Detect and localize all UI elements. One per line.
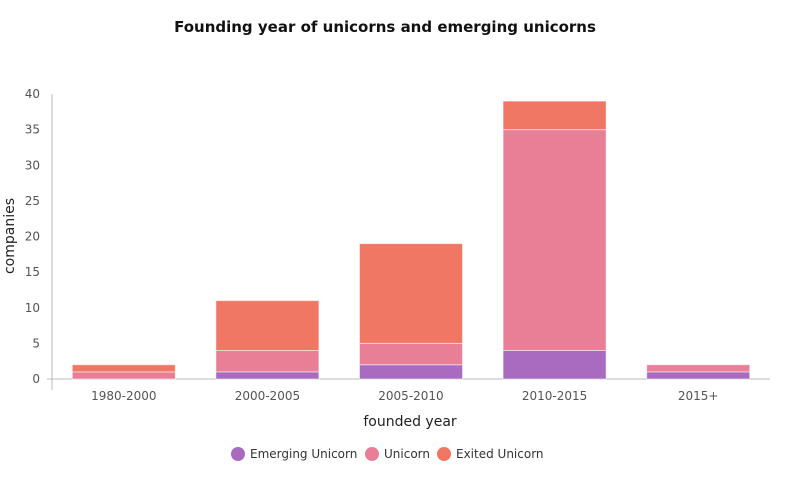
legend-label: Exited Unicorn bbox=[456, 447, 544, 461]
y-tick-label: 30 bbox=[25, 158, 40, 172]
y-tick-label: 5 bbox=[32, 336, 40, 350]
y-tick-label: 20 bbox=[25, 230, 40, 244]
y-tick-label: 35 bbox=[25, 123, 40, 137]
bar-unicorn bbox=[71, 371, 176, 380]
bar-unicorn bbox=[502, 129, 607, 351]
x-tick-label: 2015+ bbox=[678, 389, 719, 403]
legend-swatch bbox=[365, 447, 379, 461]
y-tick-label: 0 bbox=[32, 372, 40, 386]
bar-unicorn bbox=[215, 350, 320, 373]
legend-item[interactable]: Emerging Unicorn bbox=[231, 447, 357, 461]
y-axis-label: companies bbox=[2, 198, 18, 274]
chart-title: Founding year of unicorns and emerging u… bbox=[174, 18, 596, 36]
bar-exited-unicorn bbox=[359, 243, 463, 344]
legend-label: Emerging Unicorn bbox=[250, 447, 357, 461]
y-tick-label: 15 bbox=[25, 265, 40, 279]
legend-item[interactable]: Unicorn bbox=[365, 447, 430, 461]
x-axis-label: founded year bbox=[363, 414, 457, 430]
y-tick-label: 25 bbox=[25, 194, 40, 208]
bar-unicorn bbox=[359, 342, 463, 366]
bar-emerging-unicorn bbox=[359, 364, 463, 380]
bar-exited-unicorn bbox=[71, 364, 176, 373]
bar-emerging-unicorn bbox=[646, 371, 751, 380]
legend-item[interactable]: Exited Unicorn bbox=[437, 447, 544, 461]
bar-emerging-unicorn bbox=[502, 350, 607, 380]
legend-swatch bbox=[231, 447, 245, 461]
bar-exited-unicorn bbox=[502, 100, 607, 131]
bar-emerging-unicorn bbox=[215, 371, 320, 380]
y-tick-label: 40 bbox=[25, 87, 40, 101]
legend-label: Unicorn bbox=[384, 447, 430, 461]
x-tick-label: 2010-2015 bbox=[522, 389, 587, 403]
x-tick-label: 2000-2005 bbox=[235, 389, 300, 403]
legend-swatch bbox=[437, 447, 451, 461]
bar-exited-unicorn bbox=[215, 300, 320, 351]
x-tick-label: 1980-2000 bbox=[91, 389, 156, 403]
bar-unicorn bbox=[646, 364, 751, 373]
x-tick-label: 2005-2010 bbox=[378, 389, 443, 403]
y-tick-label: 10 bbox=[25, 301, 40, 315]
